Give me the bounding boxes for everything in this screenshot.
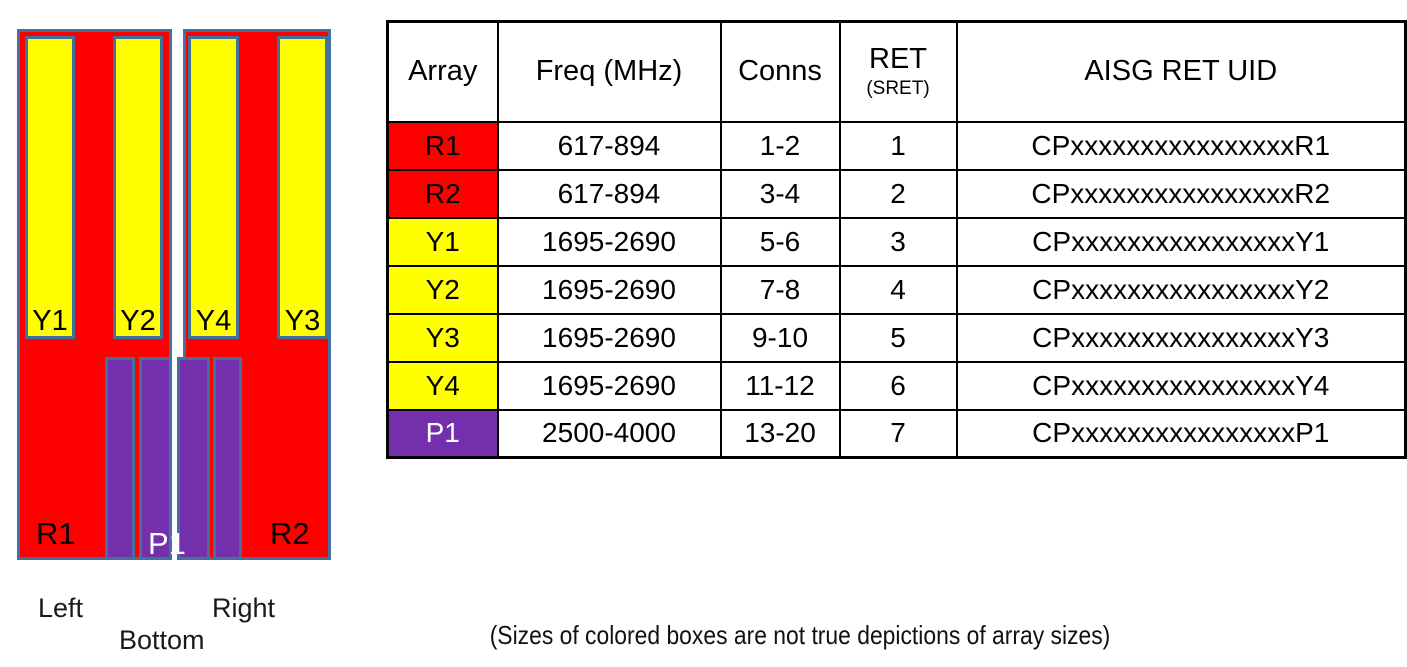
yellow-array-y3: Y3 <box>277 36 328 339</box>
col-header-array: Array <box>386 20 499 123</box>
freq-cell: 1695-2690 <box>496 216 722 267</box>
y1-label: Y1 <box>32 304 68 337</box>
col-header-freq: Freq (MHz) <box>496 20 722 123</box>
conns-cell: 9-10 <box>719 312 841 363</box>
p1-label: P1 <box>148 526 186 561</box>
purple-bar-1 <box>105 357 135 560</box>
yellow-array-y2: Y2 <box>113 36 163 339</box>
ret-cell: 7 <box>838 408 958 459</box>
uid-cell: CPxxxxxxxxxxxxxxxxY2 <box>955 264 1407 315</box>
col-header-uid: AISG RET UID <box>955 20 1407 123</box>
uid-cell: CPxxxxxxxxxxxxxxxxR1 <box>955 120 1407 171</box>
ret-cell: 4 <box>838 264 958 315</box>
table-row: R1 617-894 1-2 1 CPxxxxxxxxxxxxxxxxR1 <box>386 120 1407 171</box>
conns-cell: 3-4 <box>719 168 841 219</box>
array-spec-table: Array Freq (MHz) Conns RET (SRET) AISG R… <box>386 20 1407 459</box>
ret-cell: 1 <box>838 120 958 171</box>
col-header-ret-main: RET <box>869 43 927 76</box>
freq-cell: 617-894 <box>496 120 722 171</box>
y2-label: Y2 <box>120 304 156 337</box>
bottom-position-label: Bottom <box>119 625 205 655</box>
array-cell: Y2 <box>386 264 499 315</box>
table-row: Y4 1695-2690 11-12 6 CPxxxxxxxxxxxxxxxxY… <box>386 360 1407 411</box>
uid-cell: CPxxxxxxxxxxxxxxxxY3 <box>955 312 1407 363</box>
col-header-ret: RET (SRET) <box>838 20 958 123</box>
uid-cell: CPxxxxxxxxxxxxxxxxP1 <box>955 408 1407 459</box>
conns-cell: 5-6 <box>719 216 841 267</box>
r2-label: R2 <box>270 516 310 551</box>
freq-cell: 2500-4000 <box>496 408 722 459</box>
freq-cell: 1695-2690 <box>496 312 722 363</box>
conns-cell: 11-12 <box>719 360 841 411</box>
uid-cell: CPxxxxxxxxxxxxxxxxY4 <box>955 360 1407 411</box>
array-cell: R2 <box>386 168 499 219</box>
conns-cell: 7-8 <box>719 264 841 315</box>
array-cell: P1 <box>386 408 499 459</box>
table-row: Y2 1695-2690 7-8 4 CPxxxxxxxxxxxxxxxxY2 <box>386 264 1407 315</box>
ret-cell: 2 <box>838 168 958 219</box>
y4-label: Y4 <box>195 304 232 337</box>
size-disclaimer-note: (Sizes of colored boxes are not true dep… <box>489 620 1111 650</box>
right-position-label: Right <box>212 593 276 623</box>
left-position-label: Left <box>38 593 84 623</box>
purple-bar-3 <box>177 357 210 560</box>
table-row: Y1 1695-2690 5-6 3 CPxxxxxxxxxxxxxxxxY1 <box>386 216 1407 267</box>
table-row: P1 2500-4000 13-20 7 CPxxxxxxxxxxxxxxxxP… <box>386 408 1407 459</box>
yellow-array-y1: Y1 <box>25 36 75 339</box>
yellow-array-y4: Y4 <box>188 36 239 339</box>
y3-label: Y3 <box>284 304 321 337</box>
uid-cell: CPxxxxxxxxxxxxxxxxR2 <box>955 168 1407 219</box>
table-row: Y3 1695-2690 9-10 5 CPxxxxxxxxxxxxxxxxY3 <box>386 312 1407 363</box>
freq-cell: 617-894 <box>496 168 722 219</box>
r1-label: R1 <box>36 516 76 551</box>
array-cell: R1 <box>386 120 499 171</box>
freq-cell: 1695-2690 <box>496 360 722 411</box>
purple-bar-4 <box>213 357 242 560</box>
col-header-sret: (SRET) <box>866 78 930 100</box>
array-cell: Y1 <box>386 216 499 267</box>
ret-cell: 3 <box>838 216 958 267</box>
array-cell: Y4 <box>386 360 499 411</box>
table-row: R2 617-894 3-4 2 CPxxxxxxxxxxxxxxxxR2 <box>386 168 1407 219</box>
freq-cell: 1695-2690 <box>496 264 722 315</box>
uid-cell: CPxxxxxxxxxxxxxxxxY1 <box>955 216 1407 267</box>
conns-cell: 1-2 <box>719 120 841 171</box>
col-header-conns: Conns <box>719 20 841 123</box>
ret-cell: 6 <box>838 360 958 411</box>
array-cell: Y3 <box>386 312 499 363</box>
purple-bar-2 <box>139 357 172 560</box>
conns-cell: 13-20 <box>719 408 841 459</box>
header-row: Array Freq (MHz) Conns RET (SRET) AISG R… <box>386 20 1407 123</box>
ret-cell: 5 <box>838 312 958 363</box>
